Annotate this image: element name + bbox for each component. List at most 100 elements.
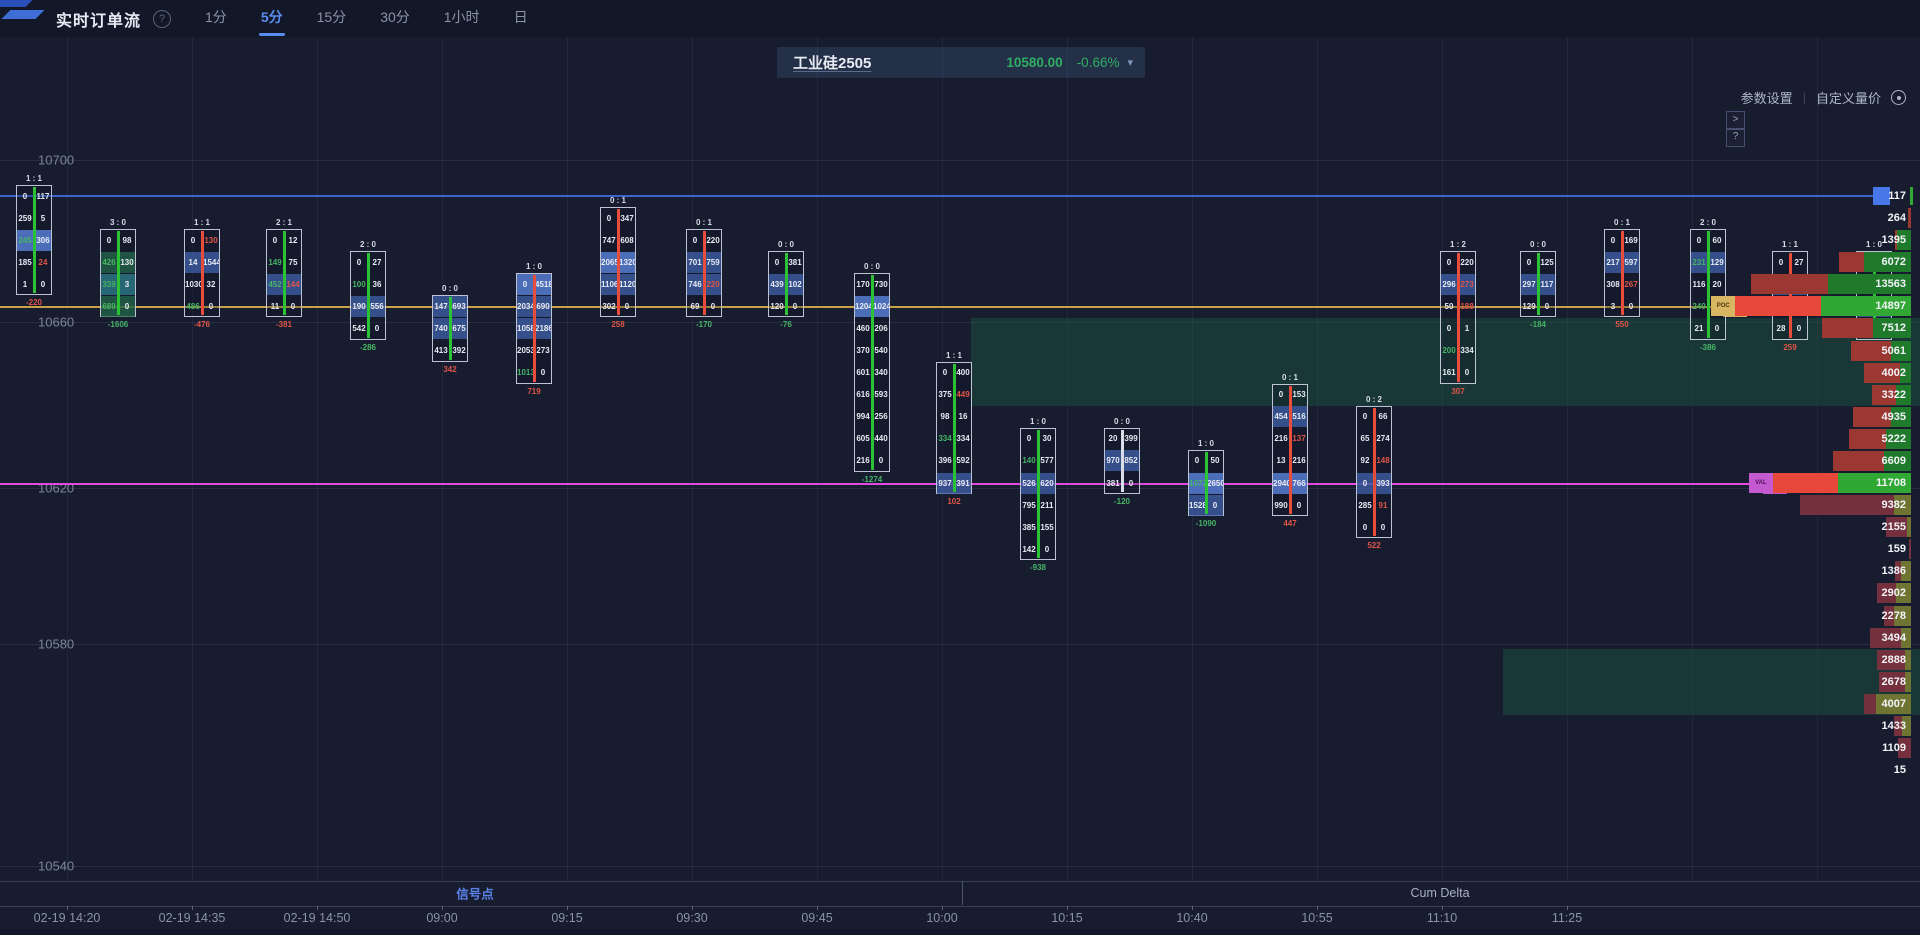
bid-cell: 370	[856, 346, 870, 356]
candle-direction-line	[1120, 429, 1124, 493]
time-tick	[1567, 906, 1568, 910]
imbalance-ratio-label: 0 : 0	[441, 284, 459, 294]
bid-cell: 161	[1442, 368, 1456, 378]
imbalance-ratio-label: 1 : 1	[945, 350, 963, 360]
volume-profile-value: 1395	[1881, 234, 1906, 247]
time-gridline	[1692, 37, 1693, 881]
volume-profile-value: 6072	[1881, 256, 1906, 269]
tab-5分[interactable]: 5分	[261, 0, 283, 37]
time-gridline	[1192, 37, 1193, 881]
ask-cell: 27	[1794, 257, 1804, 267]
vp-bar-buy	[1864, 252, 1911, 273]
tab-1小时[interactable]: 1小时	[443, 9, 480, 25]
bid-cell: 3	[1610, 301, 1616, 311]
cum-delta-panel-label[interactable]: Cum Delta	[1410, 886, 1470, 900]
bid-cell: 2940	[1273, 478, 1289, 488]
vp-bar-sell	[1849, 428, 1887, 449]
delta-label: 258	[611, 320, 625, 330]
time-gridline	[567, 37, 568, 881]
ask-cell: 0	[1380, 522, 1386, 532]
symbol-bar[interactable]: 工业硅2505 10580.00 -0.66% ▾	[777, 47, 1145, 78]
candle-direction-line	[366, 253, 370, 338]
val-profile-tag: VAL	[1748, 473, 1773, 494]
panel-help-button[interactable]: ?	[1726, 128, 1745, 147]
bid-cell: 0	[1026, 434, 1032, 444]
bid-cell: 0	[1526, 257, 1532, 267]
bid-cell: 1058	[517, 323, 533, 333]
ask-cell: 0	[1544, 301, 1550, 311]
volume-profile-value: 2888	[1881, 653, 1906, 666]
time-axis-label: 11:10	[1426, 911, 1458, 925]
params-settings-button[interactable]: 参数设置	[1740, 91, 1793, 106]
volume-profile-value: 264	[1887, 212, 1906, 225]
delta-label: -386	[1699, 342, 1717, 352]
ask-cell: 391	[956, 478, 970, 488]
collapse-button[interactable]: >	[1726, 111, 1745, 130]
imbalance-ratio-label: 2 : 0	[359, 240, 377, 250]
ask-cell: 0	[290, 301, 296, 311]
bid-cell: 100	[352, 279, 366, 289]
bid-cell: 795	[1022, 500, 1036, 510]
tab-日[interactable]: 日	[513, 9, 528, 25]
bid-cell: 142	[1022, 544, 1036, 554]
ask-cell: 620	[1040, 478, 1054, 488]
ask-cell: 597	[1624, 257, 1638, 267]
candle-direction-line	[702, 231, 706, 316]
chevron-down-icon[interactable]: ▾	[1127, 57, 1133, 69]
ask-cell: 0	[1212, 500, 1218, 510]
bid-cell: 334	[938, 434, 952, 444]
imbalance-ratio-label: 2 : 0	[1699, 218, 1717, 228]
bid-cell: 0	[22, 191, 28, 201]
bid-cell: 937	[938, 478, 952, 488]
symbol-name[interactable]: 工业硅2505	[793, 55, 872, 72]
imbalance-ratio-label: 1 : 1	[25, 174, 43, 183]
signal-panel-label[interactable]: 信号点	[456, 887, 494, 902]
time-axis-label: 10:40	[1176, 911, 1208, 925]
time-axis-label: 09:00	[426, 911, 458, 925]
bid-cell: 0	[106, 235, 112, 245]
bid-cell: 147	[434, 301, 448, 311]
bid-cell: 701	[688, 257, 702, 267]
volume-profile-value: 3494	[1881, 631, 1906, 644]
bid-cell: 452	[268, 279, 282, 289]
help-icon[interactable]: ?	[153, 9, 172, 28]
custom-volume-price-button[interactable]: 自定义量价	[1815, 91, 1881, 106]
tab-30分[interactable]: 30分	[380, 9, 410, 25]
imbalance-ratio-label: 0 : 1	[609, 196, 627, 206]
vp-bar-sell	[1879, 671, 1905, 692]
ask-cell: 306	[36, 235, 50, 245]
ask-cell: 273	[536, 346, 550, 356]
bid-cell: 129	[1522, 301, 1536, 311]
candle-direction-line	[1456, 253, 1460, 382]
ask-cell: 0	[792, 301, 798, 311]
candle-direction-line	[1872, 253, 1876, 338]
ask-cell: 144	[286, 279, 300, 289]
ask-cell: 730	[874, 279, 888, 289]
tab-15分[interactable]: 15分	[316, 9, 347, 25]
ask-cell: 91	[1378, 500, 1388, 510]
vp-bar-buy	[1900, 561, 1911, 582]
bid-cell: 50	[1444, 301, 1454, 311]
bid-cell: 0	[1362, 478, 1368, 488]
imbalance-ratio-label: 3 : 0	[109, 218, 127, 228]
bid-cell: 302	[602, 301, 616, 311]
price-axis-label: 10700	[38, 152, 75, 168]
bid-cell: 970	[1106, 456, 1120, 466]
candle-direction-line	[870, 275, 874, 471]
time-tick	[1192, 906, 1193, 910]
ask-cell: 12	[288, 235, 298, 245]
tab-1分[interactable]: 1分	[205, 9, 227, 25]
time-tick	[692, 906, 693, 910]
target-icon[interactable]	[1891, 90, 1906, 105]
poc-profile-tag: POC	[1711, 296, 1736, 317]
ask-cell: 759	[706, 257, 720, 267]
ask-cell: 0	[1714, 323, 1720, 333]
candle-direction-line	[200, 231, 204, 316]
vp-bar-sell	[1839, 252, 1865, 273]
bid-cell: 65	[1360, 434, 1370, 444]
bid-cell: 0	[190, 235, 196, 245]
ask-cell: 0	[1128, 478, 1134, 488]
